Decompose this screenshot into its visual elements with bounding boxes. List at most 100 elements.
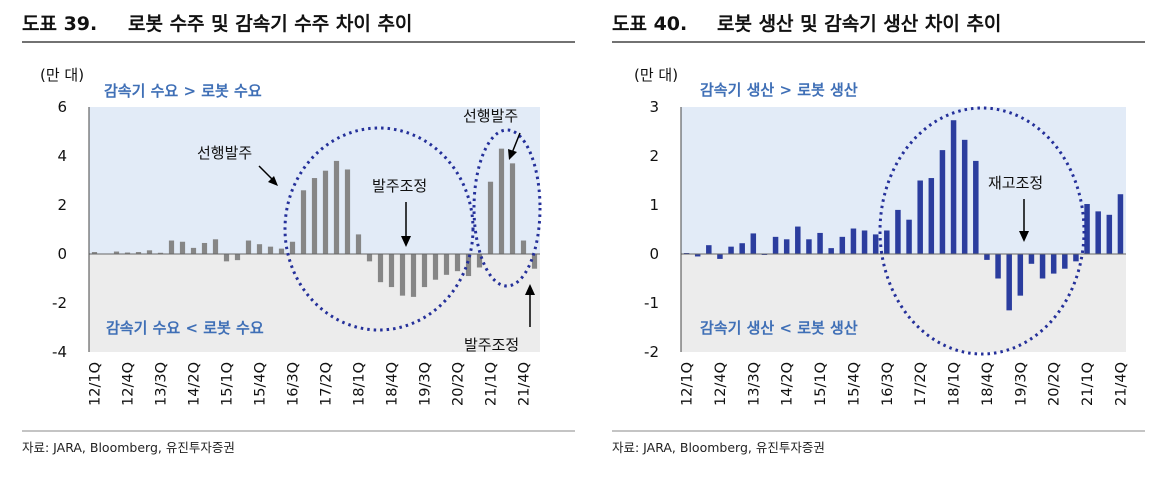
bar — [135, 252, 142, 254]
bar — [432, 254, 439, 280]
bar — [465, 254, 472, 277]
bar — [256, 244, 263, 254]
x-tick: 21/4Q — [1113, 362, 1129, 406]
x-tick: 16/3Q — [286, 362, 302, 406]
chart-40: 도표 40. 로봇 생산 및 감속기 생산 차이 추이 (만 대) 3 2 1 … — [612, 13, 1145, 455]
y-tick: 2 — [649, 147, 659, 165]
bar — [1117, 194, 1124, 254]
x-tick: 19/3Q — [418, 362, 434, 406]
bar — [1017, 254, 1024, 296]
negative-region-40 — [681, 254, 1126, 352]
x-tick: 20/2Q — [1047, 362, 1063, 406]
bar — [289, 241, 296, 254]
bars-39 — [91, 148, 538, 297]
bar — [124, 252, 131, 254]
y-ticks-39: 6 4 2 0 -2 -4 — [52, 98, 67, 361]
bar — [1106, 214, 1113, 254]
figure-label-39: 도표 39. — [22, 13, 97, 35]
y-tick: -1 — [644, 294, 659, 312]
annotation-inventory-adjust: 재고조정 — [988, 174, 1043, 192]
bar — [1028, 254, 1035, 264]
annotation-arrowhead — [525, 284, 535, 295]
bar — [995, 254, 1001, 279]
bar — [234, 254, 241, 261]
bar — [520, 240, 527, 254]
bar — [973, 160, 979, 254]
y-tick: 6 — [57, 98, 67, 116]
bar — [839, 236, 846, 254]
bar — [366, 254, 373, 262]
bar — [157, 252, 164, 254]
x-tick: 12/1Q — [88, 362, 104, 406]
highlight-ellipse — [878, 106, 1086, 356]
bar — [399, 254, 406, 296]
zone-label-bottom-39: 감속기 수요 < 로봇 수요 — [106, 319, 264, 337]
y-tick: 3 — [649, 98, 659, 116]
bar — [884, 230, 890, 254]
bar — [861, 230, 868, 254]
bar — [728, 246, 734, 254]
bar — [267, 246, 274, 254]
annotation-arrowhead — [1019, 231, 1029, 242]
bar — [706, 245, 712, 254]
bar — [1073, 254, 1079, 262]
bar — [311, 178, 318, 254]
bar — [443, 254, 450, 275]
bar — [91, 252, 98, 254]
x-tick: 18/4Q — [980, 362, 996, 406]
source-note-39: 자료: JARA, Bloomberg, 유진투자증권 — [22, 440, 235, 455]
x-tick: 15/4Q — [846, 362, 862, 406]
x-tick: 20/2Q — [451, 362, 467, 406]
bar — [146, 250, 153, 254]
bar — [344, 169, 351, 254]
x-tick: 15/1Q — [220, 362, 236, 406]
bar — [454, 254, 461, 272]
bar — [201, 242, 208, 254]
x-tick: 13/3Q — [154, 362, 170, 406]
x-tick: 17/2Q — [319, 362, 335, 406]
figure-label-40: 도표 40. — [612, 13, 687, 35]
bar — [278, 248, 285, 254]
bar — [806, 239, 812, 254]
x-tick: 13/3Q — [746, 362, 762, 406]
y-ticks-40: 3 2 1 0 -1 -2 — [644, 98, 659, 361]
x-tick: 21/1Q — [1080, 362, 1096, 406]
x-tick: 14/2Q — [780, 362, 796, 406]
zone-label-top-39: 감속기 수요 > 로봇 수요 — [104, 82, 262, 100]
x-tick: 12/4Q — [713, 362, 729, 406]
bar — [984, 254, 990, 260]
unit-label-40: (만 대) — [634, 66, 678, 84]
bar — [531, 254, 538, 269]
bar — [1050, 254, 1057, 274]
y-tick: 0 — [57, 245, 67, 263]
bar — [739, 243, 745, 254]
y-tick: 0 — [649, 245, 659, 263]
bar — [410, 254, 417, 297]
bar — [1084, 204, 1090, 254]
bar — [795, 226, 801, 254]
bar — [828, 248, 834, 254]
bar — [850, 228, 857, 254]
annotation-arrowhead — [401, 236, 411, 247]
x-ticks-40: 12/1Q 12/4Q 13/3Q 14/2Q 15/1Q 15/4Q 16/3… — [680, 362, 1130, 406]
bar — [950, 120, 957, 254]
bar — [377, 254, 384, 283]
x-tick: 18/1Q — [947, 362, 963, 406]
bar — [190, 247, 197, 255]
x-tick: 21/4Q — [517, 362, 533, 406]
highlight-ellipse — [283, 126, 475, 332]
x-tick: 17/2Q — [913, 362, 929, 406]
chart-title-40: 로봇 생산 및 감속기 생산 차이 추이 — [717, 13, 1001, 35]
annotation-order-adjust-2: 발주조정 — [464, 336, 519, 354]
zone-label-bottom-40: 감속기 생산 < 로봇 생산 — [700, 319, 858, 337]
bar — [1062, 254, 1068, 269]
annotation-arrowhead — [508, 149, 517, 160]
x-tick: 16/3Q — [880, 362, 896, 406]
bar — [322, 170, 329, 254]
x-tick: 19/3Q — [1013, 362, 1029, 406]
bar — [928, 178, 935, 254]
bar — [961, 139, 968, 254]
bar — [168, 240, 175, 254]
annotation-arrow — [511, 132, 521, 154]
annotation-lead-order-2: 선행발주 — [463, 107, 518, 125]
